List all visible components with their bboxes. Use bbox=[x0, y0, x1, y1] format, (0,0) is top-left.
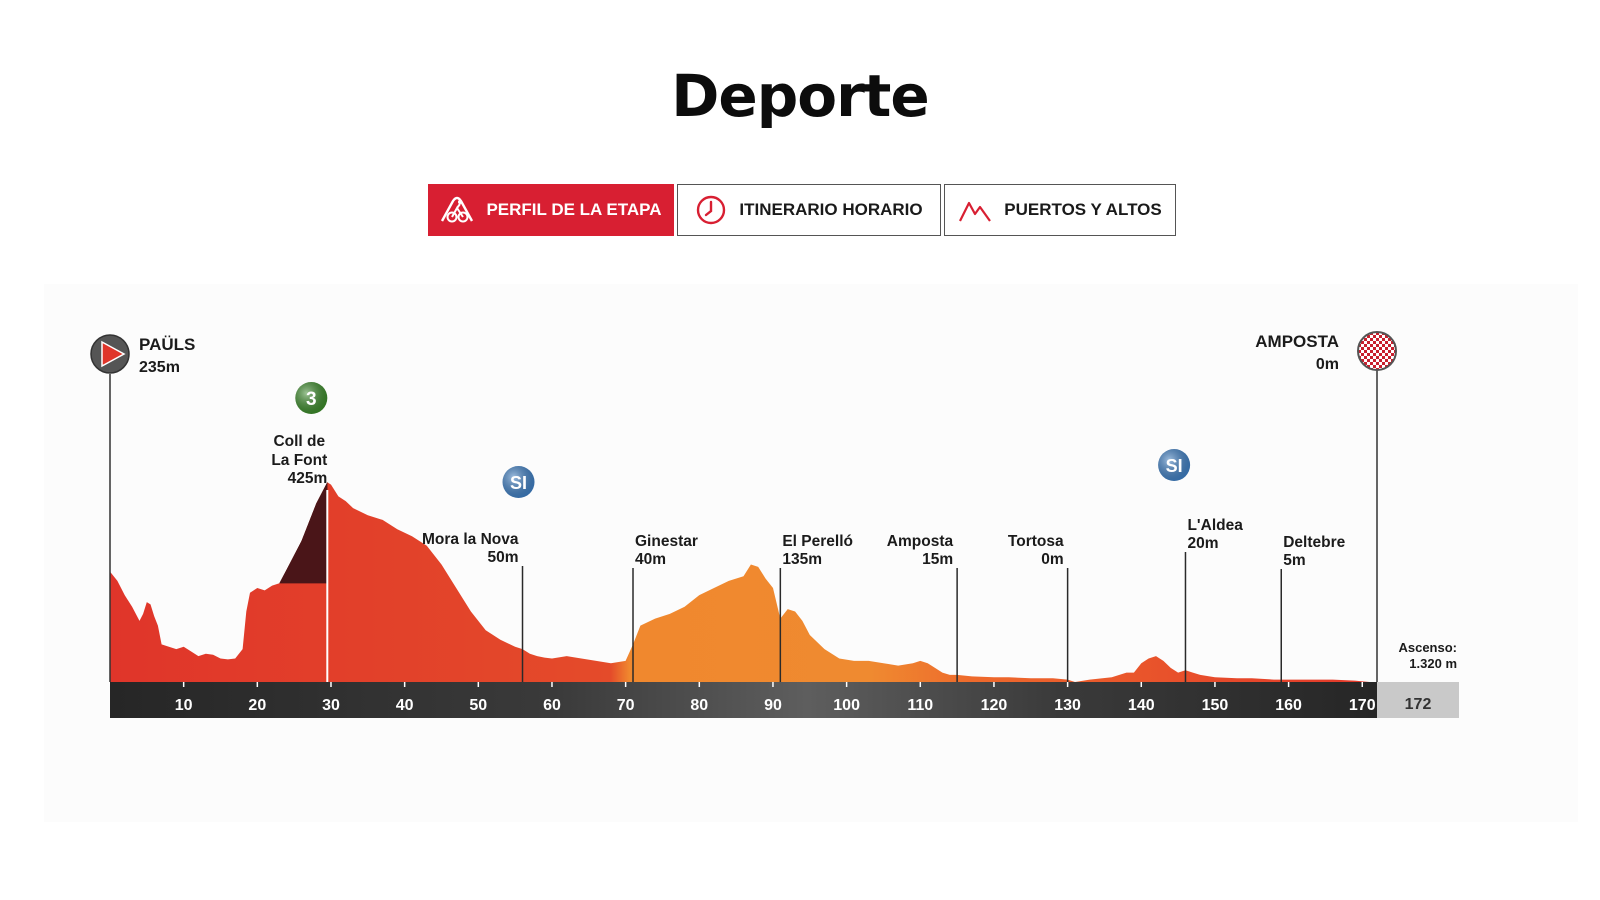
tab-label: ITINERARIO HORARIO bbox=[739, 200, 923, 219]
x-tick-label: 150 bbox=[1202, 697, 1229, 714]
place-name: L'Aldea bbox=[1187, 517, 1243, 534]
place-name: El Perelló bbox=[782, 533, 853, 550]
climb-name: Coll de bbox=[273, 433, 325, 450]
x-tick-label: 30 bbox=[322, 697, 340, 714]
place-elevation: 50m bbox=[487, 549, 518, 566]
distance-axis-bar bbox=[110, 682, 1377, 718]
ascent-label: Ascenso: bbox=[1398, 640, 1457, 655]
x-tick-label: 60 bbox=[543, 697, 561, 714]
finish-elevation: 0m bbox=[1316, 356, 1339, 373]
x-tick-label: 110 bbox=[907, 697, 933, 714]
x-tick-label: 80 bbox=[690, 697, 708, 714]
elevation-profile-area bbox=[110, 482, 1377, 682]
x-tick-label: 40 bbox=[396, 697, 414, 714]
sprint-badge-shine bbox=[1158, 449, 1191, 481]
sprint-badge-shine bbox=[502, 466, 535, 498]
place-elevation: 15m bbox=[922, 551, 953, 568]
x-tick-label: 160 bbox=[1275, 697, 1302, 714]
x-tick-label: 20 bbox=[248, 697, 266, 714]
ascent-value: 1.320 m bbox=[1409, 656, 1457, 671]
mountain-icon bbox=[959, 201, 992, 222]
stage-profile-chart: 10 20 30 40 50 60 70 80 90 100 110 120 130 140 150 160 1… bbox=[90, 331, 1459, 718]
stage-profile-panel: 10 20 30 40 50 60 70 80 90 100 110 120 130 140 150 160 1… bbox=[44, 284, 1578, 822]
place-name: Mora la Nova bbox=[422, 531, 519, 548]
start-arrow-icon bbox=[101, 340, 126, 368]
x-tick-label: 100 bbox=[833, 697, 860, 714]
x-tick-label: 170 bbox=[1349, 697, 1376, 714]
tab-perfil-de-la-etapa[interactable]: PERFIL DE LA ETAPA bbox=[428, 184, 674, 236]
climb-section-fill bbox=[279, 482, 328, 584]
tab-bar: PERFIL DE LA ETAPA ITINERARIO HORARIO PU… bbox=[428, 184, 1176, 236]
place-elevation: 135m bbox=[782, 551, 822, 568]
tab-puertos-y-altos[interactable]: PUERTOS Y ALTOS bbox=[944, 184, 1176, 236]
tab-itinerario-horario[interactable]: ITINERARIO HORARIO bbox=[677, 184, 941, 236]
x-tick-label: 130 bbox=[1054, 697, 1081, 714]
start-elevation: 235m bbox=[139, 359, 180, 376]
cyclist-icon bbox=[441, 196, 474, 223]
climb-badge-shine bbox=[295, 382, 328, 414]
x-tick-label: 120 bbox=[981, 697, 1008, 714]
total-distance-label: 172 bbox=[1405, 696, 1432, 713]
tab-label: PERFIL DE LA ETAPA bbox=[486, 200, 662, 219]
climb-name-line2: La Font bbox=[271, 452, 327, 469]
x-tick-label: 90 bbox=[764, 697, 782, 714]
start-name: PAÜLS bbox=[139, 335, 195, 354]
total-distance-box bbox=[1377, 682, 1459, 718]
climb-elevation: 425m bbox=[288, 470, 328, 487]
tab-label: PUERTOS Y ALTOS bbox=[1004, 200, 1162, 219]
clock-icon bbox=[697, 195, 726, 225]
sprint-badge-label: SI bbox=[510, 473, 527, 493]
place-elevation: 5m bbox=[1283, 552, 1305, 569]
x-tick-label: 10 bbox=[175, 697, 193, 714]
x-tick-label: 50 bbox=[469, 697, 487, 714]
place-name: Ginestar bbox=[635, 533, 698, 550]
place-name: Amposta bbox=[887, 533, 954, 550]
place-elevation: 0m bbox=[1041, 551, 1063, 568]
finish-flag-icon bbox=[1357, 331, 1397, 371]
climb-category-number: 3 bbox=[306, 389, 317, 410]
place-elevation: 20m bbox=[1187, 535, 1218, 552]
place-name: Tortosa bbox=[1008, 533, 1064, 550]
place-name: Deltebre bbox=[1283, 534, 1345, 551]
x-tick-label: 140 bbox=[1128, 697, 1155, 714]
x-tick-label: 70 bbox=[617, 697, 635, 714]
finish-name: AMPOSTA bbox=[1255, 332, 1339, 351]
place-elevation: 40m bbox=[635, 551, 666, 568]
sprint-badge-label: SI bbox=[1166, 456, 1183, 476]
page-title: Deporte bbox=[671, 62, 930, 130]
